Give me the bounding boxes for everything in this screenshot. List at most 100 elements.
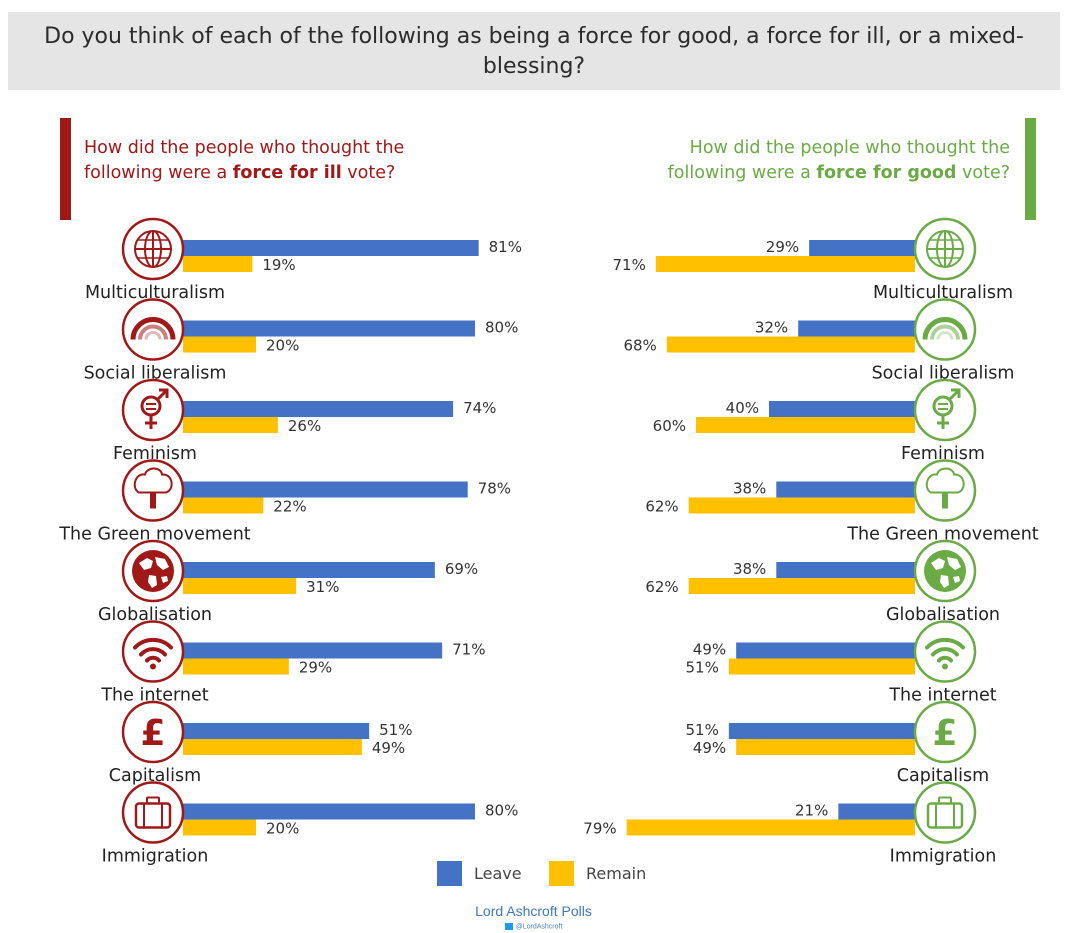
rainbow-arc <box>130 317 176 340</box>
icon-ring <box>913 620 977 683</box>
wifi-arc <box>139 647 167 657</box>
suitcase-icon <box>121 781 185 844</box>
category-label: Multiculturalism <box>85 283 225 303</box>
wifi-arc <box>937 655 953 663</box>
remain-bar <box>183 417 278 433</box>
ill-heading-bold: force for ill <box>232 163 342 183</box>
remain-bar <box>183 578 297 594</box>
tree-canopy <box>133 467 173 494</box>
suitcase-handle <box>938 796 952 805</box>
category-label: Capitalism <box>109 766 201 786</box>
category-label: The internet <box>100 686 208 706</box>
continent <box>940 575 949 588</box>
remain-bar <box>183 658 289 675</box>
gender-symbol-icon <box>121 378 185 442</box>
rainbow-arc <box>936 331 954 340</box>
leave-swatch <box>437 861 462 886</box>
remain-value-label: 20% <box>266 820 299 838</box>
leave-value-label: 81% <box>489 238 522 256</box>
leave-value-label: 49% <box>693 641 726 659</box>
ill-heading: How did the people who thought the follo… <box>84 136 474 186</box>
continent <box>931 558 945 570</box>
good-heading: How did the people who thought the follo… <box>612 136 1010 186</box>
continent <box>953 576 960 583</box>
leave-bar <box>183 401 454 417</box>
pound-icon: £ <box>121 700 185 764</box>
remain-bar <box>728 658 915 675</box>
category-label: The internet <box>888 686 996 706</box>
remain-value-label: 49% <box>693 739 726 757</box>
leave-bar <box>183 803 475 820</box>
continent <box>155 557 169 570</box>
category-label: Feminism <box>113 444 197 464</box>
leave-bar <box>838 803 915 820</box>
remain-value-label: 51% <box>686 659 719 677</box>
suitcase-icon <box>913 781 977 844</box>
leave-bar <box>183 481 468 498</box>
leave-value-label: 21% <box>795 802 828 820</box>
leave-value-label: 71% <box>452 641 485 659</box>
leave-bar <box>769 401 915 417</box>
twitter-handle: @LordAshcroft <box>0 923 1067 933</box>
remain-value-label: 62% <box>645 578 678 596</box>
wifi-arc <box>133 637 173 650</box>
ill-heading-pre: How did the people who thought the follo… <box>84 138 405 183</box>
mars-head <box>159 388 169 398</box>
remain-bar <box>666 336 915 353</box>
leave-bar <box>183 562 435 578</box>
leave-value-label: 78% <box>478 480 511 498</box>
category-label: The Green movement <box>846 525 1038 545</box>
legend-label: Remain <box>586 864 647 883</box>
leave-value-label: 69% <box>445 560 478 578</box>
category-label: Capitalism <box>897 766 989 786</box>
leave-bar <box>728 723 915 739</box>
rainbow-arc <box>144 331 162 340</box>
good-heading-bold: force for good <box>816 163 957 183</box>
world-map-icon <box>121 539 185 603</box>
category-label: The Green movement <box>58 525 250 545</box>
globe-icon <box>121 217 185 281</box>
rainbow-arc <box>922 317 968 340</box>
remain-bar <box>736 739 915 755</box>
leave-bar <box>776 481 915 498</box>
continent <box>139 558 153 570</box>
continent <box>148 575 157 588</box>
legend-label: Leave <box>474 864 522 883</box>
rainbow-icon <box>121 298 185 361</box>
category-label: Social liberalism <box>872 364 1015 384</box>
category-label: Multiculturalism <box>873 283 1013 303</box>
remain-value-label: 29% <box>299 659 332 677</box>
remain-value-label: 31% <box>306 578 339 596</box>
world-map-icon <box>913 539 977 603</box>
remain-value-label: 60% <box>653 417 686 435</box>
remain-bar <box>183 739 362 755</box>
tree-icon <box>913 459 977 522</box>
remain-bar <box>626 819 915 836</box>
tree-trunk <box>150 492 156 509</box>
remain-value-label: 20% <box>266 337 299 355</box>
remain-value-label: 49% <box>372 739 405 757</box>
remain-bar <box>696 417 915 433</box>
remain-bar <box>688 578 915 594</box>
remain-bar <box>183 497 264 514</box>
leave-value-label: 80% <box>485 802 518 820</box>
remain-bar <box>183 819 256 836</box>
good-heading-pre: How did the people who thought the follo… <box>667 138 1010 183</box>
remain-value-label: 22% <box>273 498 306 516</box>
leave-value-label: 38% <box>733 560 766 578</box>
leave-value-label: 80% <box>485 319 518 337</box>
leave-value-label: 38% <box>733 480 766 498</box>
twitter-icon <box>504 923 513 930</box>
remain-value-label: 26% <box>288 417 321 435</box>
continent <box>161 576 168 583</box>
remain-value-label: 19% <box>262 256 295 274</box>
leave-value-label: 51% <box>379 721 412 739</box>
remain-value-label: 62% <box>645 498 678 516</box>
gender-symbol-icon <box>913 378 977 442</box>
wifi-dot <box>942 663 948 670</box>
rainbow-arc <box>138 324 168 340</box>
remain-bar <box>655 256 915 272</box>
icon-ring <box>913 298 977 361</box>
ill-heading-post: vote? <box>341 163 396 183</box>
rainbow-arc <box>930 324 960 340</box>
